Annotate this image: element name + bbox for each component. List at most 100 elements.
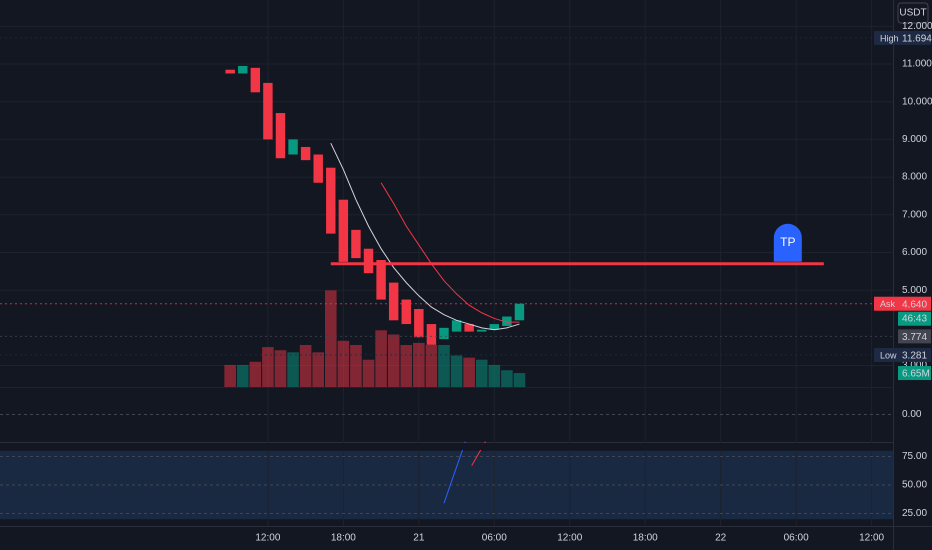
x-tick-label: 06:00 <box>784 533 809 544</box>
candle-body <box>388 282 399 321</box>
ask-name: Ask <box>880 299 896 309</box>
y-tick-label: 75.00 <box>902 451 927 462</box>
volume-bar <box>249 361 262 387</box>
y-tick-label: 8.000 <box>902 172 927 183</box>
volume-bar <box>438 345 450 387</box>
currency[interactable]: USDT <box>899 8 926 19</box>
x-tick-label: 21 <box>413 533 425 544</box>
volume-bar <box>287 352 299 387</box>
volume-bar <box>312 352 324 387</box>
volume-bar <box>501 370 513 387</box>
candle-body <box>477 329 487 332</box>
price-tag-bg <box>898 329 931 344</box>
countdown: 46:43 <box>902 313 927 324</box>
y-tick-label: 9.000 <box>902 134 927 145</box>
candle-body <box>288 139 298 155</box>
x-tick-label: 22 <box>715 533 727 544</box>
volume-bar <box>274 350 287 387</box>
candle-body <box>250 67 261 93</box>
volume-bar <box>236 364 249 387</box>
volume-bar <box>299 345 312 387</box>
ask-value: 4.640 <box>902 299 927 310</box>
candle-body <box>414 308 424 338</box>
moving-average <box>380 182 520 323</box>
volume-bar <box>262 347 274 387</box>
candle-body <box>439 327 449 340</box>
candle-body <box>451 320 462 332</box>
countdown-bg <box>898 311 931 326</box>
y-tick-label: 6.000 <box>902 247 927 258</box>
candle-body <box>376 260 386 300</box>
tp-marker <box>773 223 802 262</box>
volume-bar <box>400 345 413 387</box>
volume-tag: 6.65M <box>902 369 930 380</box>
volume-bar <box>337 340 350 387</box>
candle-body <box>502 316 512 326</box>
x-tick-label: 06:00 <box>482 533 507 544</box>
candle-body <box>300 146 311 161</box>
low-name: Low <box>880 350 897 360</box>
candle-body <box>351 229 361 259</box>
volume-bar <box>350 345 362 387</box>
candle-body <box>464 324 474 332</box>
volume-bar <box>513 373 526 387</box>
axis-border <box>0 526 932 527</box>
volume-bar <box>450 355 463 387</box>
price-tag-bg <box>898 347 931 362</box>
y-tick-label: 5.000 <box>902 285 927 296</box>
price-tag-name-bg <box>874 30 898 45</box>
volume-tag-bg <box>898 366 931 381</box>
y-tick-label: 25.00 <box>902 508 927 519</box>
volume-bar <box>413 342 425 387</box>
x-tick-label: 12:00 <box>255 533 280 544</box>
candle-body <box>326 167 336 234</box>
price-tag-name-bg <box>874 296 898 311</box>
high-value: 11.694 <box>902 34 932 45</box>
x-tick-label: 12:00 <box>557 533 582 544</box>
candle-body <box>401 299 411 325</box>
x-tick-label: 18:00 <box>633 533 658 544</box>
volume-bar <box>375 330 387 387</box>
oscillator-line <box>443 441 466 504</box>
candle-body <box>514 303 525 321</box>
volume-bar <box>324 290 337 387</box>
y-tick-label: 12.000 <box>902 21 932 32</box>
y-tick-label: 50.00 <box>902 480 927 491</box>
candle-body <box>338 199 349 262</box>
volume-bar <box>362 359 375 387</box>
high-name: High <box>880 33 899 43</box>
volume-bar <box>224 364 236 387</box>
x-tick-label: 18:00 <box>331 533 356 544</box>
y-tick-label: 3.000 <box>902 360 927 371</box>
osc-clip <box>0 443 893 450</box>
price-tag-bg <box>898 30 931 45</box>
volume-bar <box>475 359 488 387</box>
volume-bar <box>463 357 475 387</box>
candle-body <box>225 69 235 74</box>
y-tick-label: 10.000 <box>902 96 932 107</box>
candle-body <box>426 324 437 345</box>
volume-bar <box>387 334 400 387</box>
candle-body <box>489 324 500 330</box>
pane-separator <box>0 442 893 443</box>
y-tick-label: 7.000 <box>902 209 927 220</box>
axis-border <box>893 0 894 550</box>
candle-body <box>238 65 248 74</box>
pane-separator <box>0 387 893 388</box>
price-tag-name-bg <box>874 347 898 362</box>
volume-bar <box>488 364 501 387</box>
candle-body <box>263 82 273 140</box>
y-tick-label: 11.000 <box>902 59 932 70</box>
moving-average <box>330 142 520 331</box>
tp-label: TP <box>780 235 795 249</box>
candle-body <box>363 248 374 274</box>
x-tick-label: 12:00 <box>859 533 884 544</box>
y-tick-label: 0.00 <box>902 409 922 420</box>
price-tag-bg <box>898 296 931 311</box>
currency-box[interactable] <box>897 2 929 24</box>
previous-close-value: 3.774 <box>902 332 927 343</box>
low-value: 3.281 <box>902 351 927 362</box>
candle-body <box>313 154 323 183</box>
